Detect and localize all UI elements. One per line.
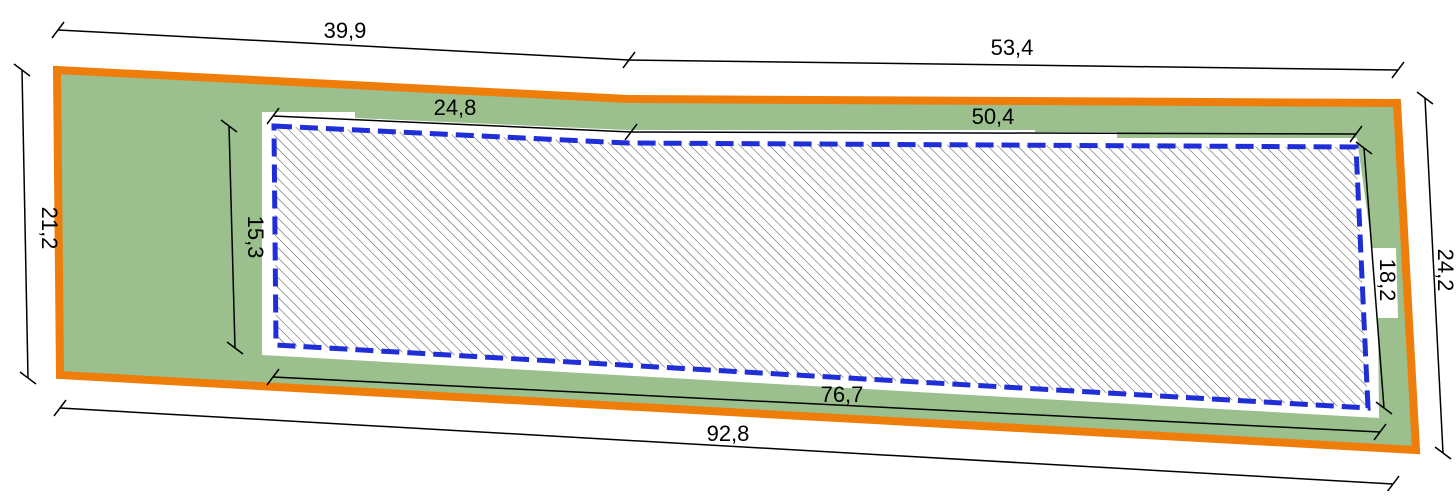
lot-dim-tick [1434, 446, 1452, 460]
building-dim-label-top-left: 24,8 [434, 95, 477, 120]
lot-dim-tick [51, 21, 65, 39]
lot-dim-label-top-left: 39,9 [324, 18, 367, 43]
lot-dim-line-left [21, 69, 29, 379]
building-dim-tick [266, 107, 280, 125]
building-dim-line-bottom [272, 376, 1381, 433]
building-dimensions [220, 107, 1393, 441]
building-footprint [271, 123, 1371, 411]
building-dim-label-top-right: 50,4 [972, 104, 1015, 129]
lot-dim-tick [1416, 91, 1434, 105]
building-dim-line-left [228, 125, 236, 349]
building-dim-line-top-right [630, 131, 1357, 135]
lot-dim-line-top-left [57, 29, 630, 61]
building-dim-tick [1355, 141, 1373, 155]
building-dim-tick [226, 341, 244, 355]
lot-dim-tick [1386, 475, 1400, 493]
building-dim-line-right [1363, 147, 1385, 409]
building-dim-line-top-left [272, 115, 632, 133]
lot-dim-line-top-right [628, 59, 1399, 71]
lot-dim-line-right [1424, 97, 1444, 454]
building-dim-label-bottom: 76,7 [821, 382, 864, 407]
building-dim-tick [1373, 423, 1387, 441]
lot-dim-label-left: 21,2 [37, 207, 62, 250]
building-dim-tick [1375, 401, 1393, 415]
lot-dim-label-top-right: 53,4 [991, 35, 1034, 60]
lot-dim-tick [53, 399, 67, 417]
lot-dim-line-bottom [59, 407, 1394, 485]
building-dim-label-right: 18,2 [1375, 259, 1400, 302]
building-dim-tick [266, 368, 280, 386]
lot-dim-tick [13, 63, 31, 77]
lot-dim-label-bottom: 92,8 [707, 421, 750, 446]
building-dim-tick [220, 119, 238, 133]
lot-dim-label-right: 24,2 [1433, 249, 1456, 292]
building-dim-tick [1349, 125, 1363, 143]
lot-dim-tick [1391, 61, 1405, 79]
building-dim-label-left: 15,3 [243, 216, 268, 259]
lot-dimensions [13, 21, 1452, 493]
lot-dim-tick [19, 371, 37, 385]
